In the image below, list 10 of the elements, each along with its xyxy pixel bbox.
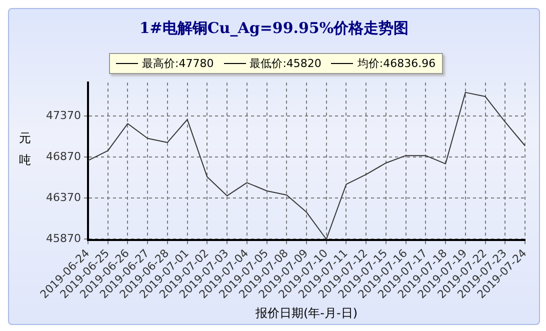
text: 均价:46836.96	[357, 56, 436, 71]
y-tick-label: 47370	[46, 109, 81, 122]
y-tick-label: 46370	[46, 191, 81, 204]
y-axis-title: 元吨	[19, 130, 32, 169]
y-tick-label: 45870	[46, 232, 81, 246]
chart-title: 1#电解铜Cu_Ag=99.95%价格走势图	[138, 19, 410, 38]
text: 最高价:47780	[142, 56, 214, 71]
text: 最低价:45820	[250, 56, 322, 71]
y-tick-label: 46870	[46, 150, 81, 164]
x-axis-title: 报价日期(年-月-日)	[254, 306, 358, 320]
